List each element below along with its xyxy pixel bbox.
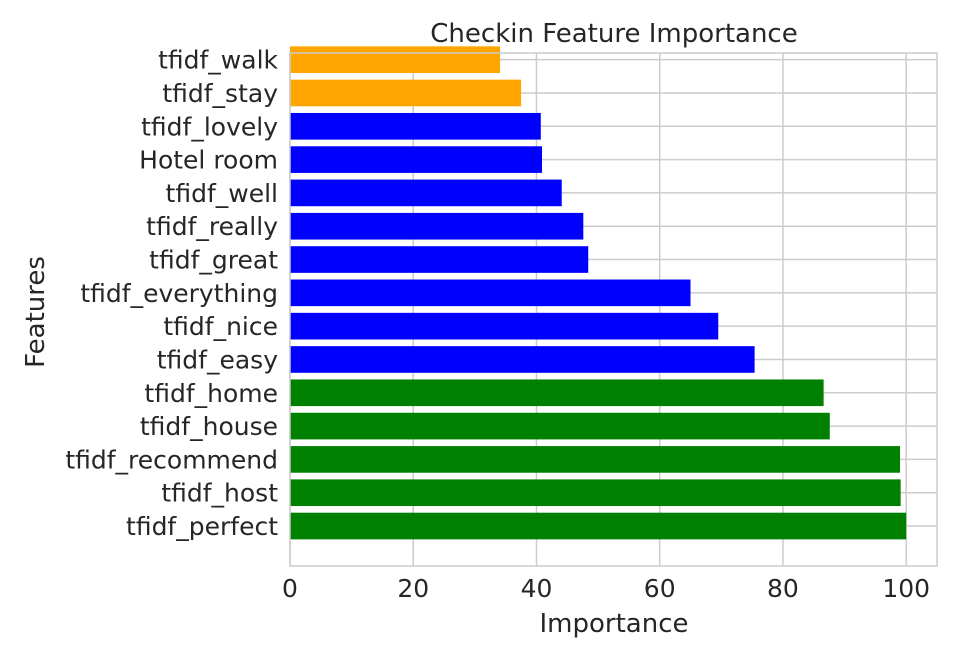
bar [290, 479, 901, 507]
x-axis-label: Importance [540, 609, 689, 639]
x-tick-label: 100 [882, 574, 930, 603]
x-tick-label: 60 [644, 574, 676, 603]
y-tick-labels: tfidf_perfect tfidf_host tfidf_recommend tf… [65, 46, 278, 541]
y-tick-label: tfidf_great [149, 246, 278, 275]
y-tick-label: tfidf_everything [80, 279, 278, 308]
bars [290, 46, 907, 540]
x-tick-labels: 0 20 40 60 80 100 [282, 574, 930, 603]
y-tick-label: Hotel room [139, 146, 278, 175]
y-tick-label: tfidf_lovely [141, 112, 278, 141]
y-tick-label: tfidf_perfect [126, 512, 278, 541]
y-tick-label: tfidf_easy [157, 345, 278, 374]
x-tick-label: 80 [767, 574, 799, 603]
bar [290, 46, 501, 73]
bar [290, 379, 824, 407]
y-axis-label: Features [21, 256, 51, 368]
x-tick-label: 0 [282, 574, 298, 603]
bar [290, 346, 755, 373]
y-tick-label: tfidf_home [144, 379, 278, 408]
bar [290, 146, 543, 173]
chart-title: Checkin Feature Importance [430, 19, 797, 49]
y-tick-label: tfidf_nice [163, 312, 278, 341]
y-tick-label: tfidf_host [161, 479, 278, 508]
y-tick-label: tfidf_well [166, 179, 278, 208]
bar [290, 312, 719, 340]
bar [290, 512, 907, 540]
x-tick-label: 20 [397, 574, 429, 603]
x-tick-label: 40 [521, 574, 553, 603]
y-tick-label: tfidf_walk [158, 46, 278, 75]
y-tick-label: tfidf_house [140, 412, 278, 441]
plot-frame [289, 52, 938, 567]
bar [290, 212, 584, 240]
y-tick-label: tfidf_stay [162, 79, 278, 108]
y-tick-label: tfidf_really [146, 212, 278, 241]
bar [290, 446, 901, 473]
y-tick-label: tfidf_recommend [65, 445, 278, 474]
bar [290, 112, 541, 140]
bar [290, 179, 562, 207]
bar [290, 279, 691, 307]
bar [290, 79, 522, 107]
bar [290, 246, 589, 273]
bar [290, 412, 830, 440]
